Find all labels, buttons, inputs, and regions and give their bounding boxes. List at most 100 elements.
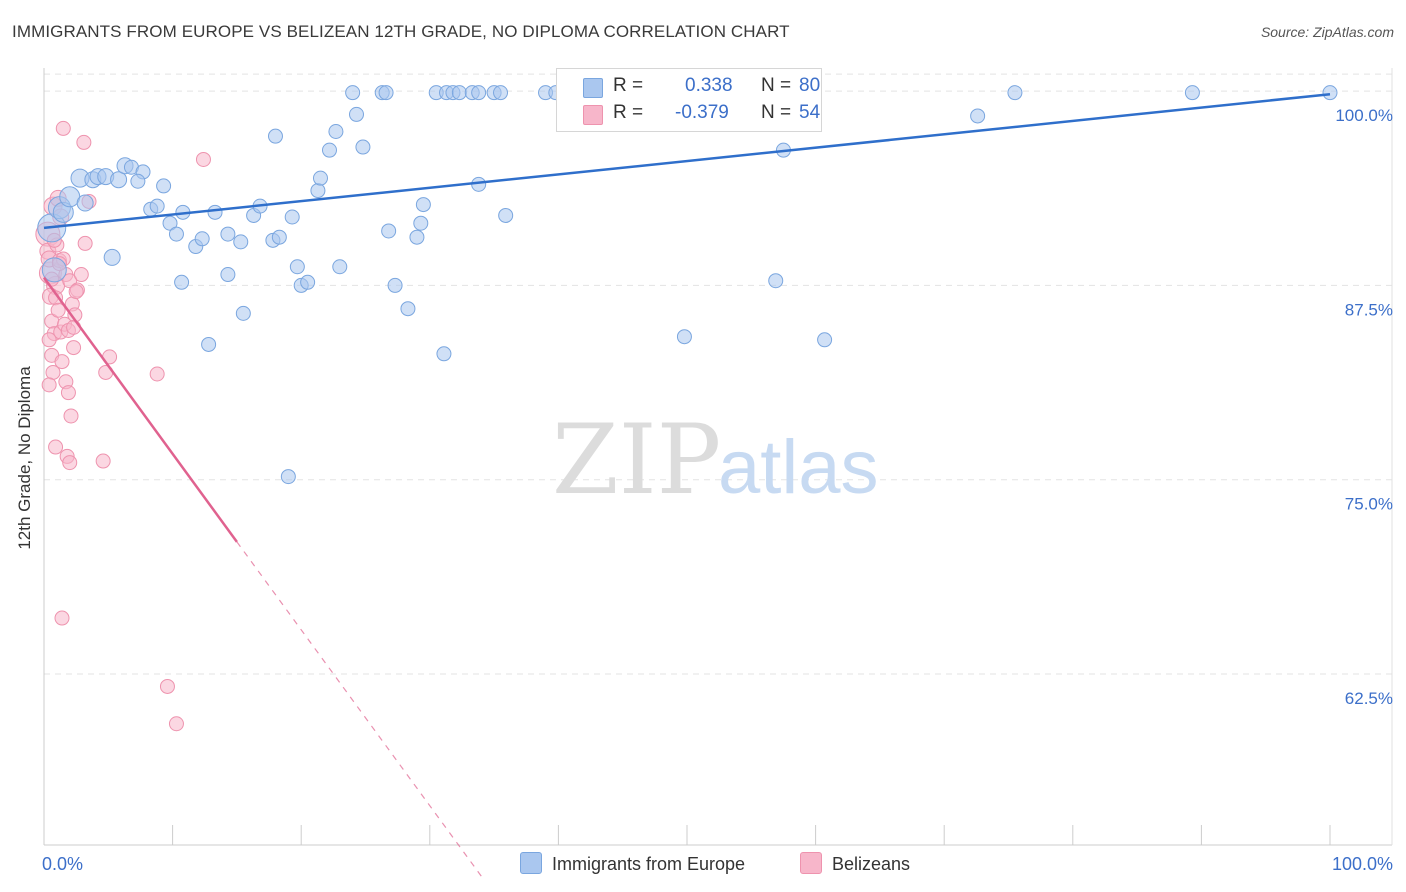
belizean-point (48, 439, 64, 455)
europe-point (1007, 85, 1023, 101)
europe-point (220, 226, 236, 242)
watermark-atlas: atlas (718, 425, 879, 510)
europe-point (194, 231, 210, 247)
legend-swatch-europe (583, 78, 603, 98)
europe-point (207, 204, 223, 220)
belizean-trend-extension (236, 541, 482, 877)
europe-point (220, 267, 236, 283)
belizean-point (168, 716, 184, 732)
europe-point (235, 305, 251, 321)
watermark-zip: ZIP (552, 404, 721, 516)
legend-n-label: N = (761, 102, 792, 123)
europe-point (400, 301, 416, 317)
legend-r-value: -0.379 (675, 102, 729, 123)
belizean-point (73, 267, 89, 283)
europe-points (37, 85, 1338, 485)
y-tick-label: 62.5% (1345, 689, 1393, 708)
europe-point (271, 229, 287, 245)
belizean-point (68, 284, 84, 300)
europe-point (355, 139, 371, 155)
belizean-point (195, 151, 211, 167)
europe-point (413, 215, 429, 231)
europe-point (415, 197, 431, 213)
belizean-point (77, 235, 93, 251)
europe-point (310, 183, 326, 199)
y-axis-title: 12th Grade, No Diploma (15, 366, 34, 550)
correlation-legend: R = 0.338 N = 80 R = -0.379 N = 54 (556, 68, 822, 132)
europe-point (1322, 85, 1338, 101)
grid-lines (44, 73, 1392, 675)
legend-r-label: R = (613, 75, 644, 96)
belizean-point (66, 319, 82, 335)
europe-point (676, 329, 692, 345)
source-label: Source: ZipAtlas.com (1260, 24, 1394, 40)
europe-point (493, 85, 509, 101)
belizean-point (63, 408, 79, 424)
belizean-trend-line (42, 276, 238, 543)
europe-point (328, 124, 344, 140)
europe-point (41, 257, 67, 283)
europe-point (289, 259, 305, 275)
europe-point (130, 173, 146, 189)
europe-point (409, 229, 425, 245)
europe-point (280, 469, 296, 485)
europe-point (332, 259, 348, 275)
axis-labels: 62.5% 75.0% 87.5% 100.0% 0.0% 100.0% 12th Grad… (15, 106, 1393, 874)
europe-point (817, 332, 833, 348)
europe-point (970, 108, 986, 124)
bottom-legend-belizeans: Belizeans (800, 852, 910, 875)
europe-trend-line (43, 92, 1331, 230)
legend-r-label: R = (613, 102, 644, 123)
legend-r-value: 0.338 (685, 75, 733, 96)
europe-point (387, 277, 403, 293)
europe-point (768, 273, 784, 289)
europe-point (284, 209, 300, 225)
belizean-point (41, 332, 57, 348)
belizean-point (55, 120, 71, 136)
belizean-point (60, 385, 76, 401)
belizean-point (62, 455, 78, 471)
y-tick-label: 87.5% (1345, 300, 1393, 319)
europe-point (110, 171, 128, 189)
bottom-legend-swatch-belizeans (800, 852, 822, 874)
europe-point (451, 85, 467, 101)
y-tick-label: 75.0% (1345, 495, 1393, 514)
legend-n-label: N = (761, 75, 792, 96)
bottom-legend-europe: Immigrants from Europe (520, 852, 745, 875)
europe-point (76, 194, 94, 212)
legend-n-value: 80 (799, 75, 821, 96)
europe-point (103, 248, 121, 266)
europe-point (149, 198, 165, 214)
trend-lines (42, 92, 1331, 877)
europe-point (201, 336, 217, 352)
europe-point (300, 274, 316, 290)
belizean-point (159, 678, 175, 694)
chart-title: IMMIGRANTS FROM EUROPE VS BELIZEAN 12TH … (12, 22, 790, 41)
belizean-point (95, 453, 111, 469)
bottom-legend-swatch-europe (520, 852, 542, 874)
legend-n-value: 54 (799, 102, 821, 123)
belizean-point (149, 366, 165, 382)
bottom-legend-label-europe: Immigrants from Europe (552, 854, 746, 874)
axes (43, 68, 1393, 846)
y-tick-label: 100.0% (1335, 106, 1393, 125)
europe-point (321, 142, 337, 158)
bottom-legend-label-belizeans: Belizeans (832, 854, 911, 874)
europe-point (436, 346, 452, 362)
europe-point (345, 85, 361, 101)
legend-swatch-belizeans (583, 105, 603, 125)
europe-point (312, 170, 328, 186)
europe-point (267, 128, 283, 144)
belizean-point (76, 134, 92, 150)
europe-point (381, 223, 397, 239)
belizean-point (66, 340, 82, 356)
x-tick-label: 100.0% (1332, 854, 1393, 874)
belizean-point (50, 302, 66, 318)
europe-point (233, 234, 249, 250)
europe-point (168, 226, 184, 242)
watermark: ZIP atlas (552, 404, 879, 516)
europe-point (348, 106, 364, 122)
x-tick-label: 0.0% (42, 854, 83, 874)
europe-point (162, 215, 178, 231)
europe-point (174, 274, 190, 290)
